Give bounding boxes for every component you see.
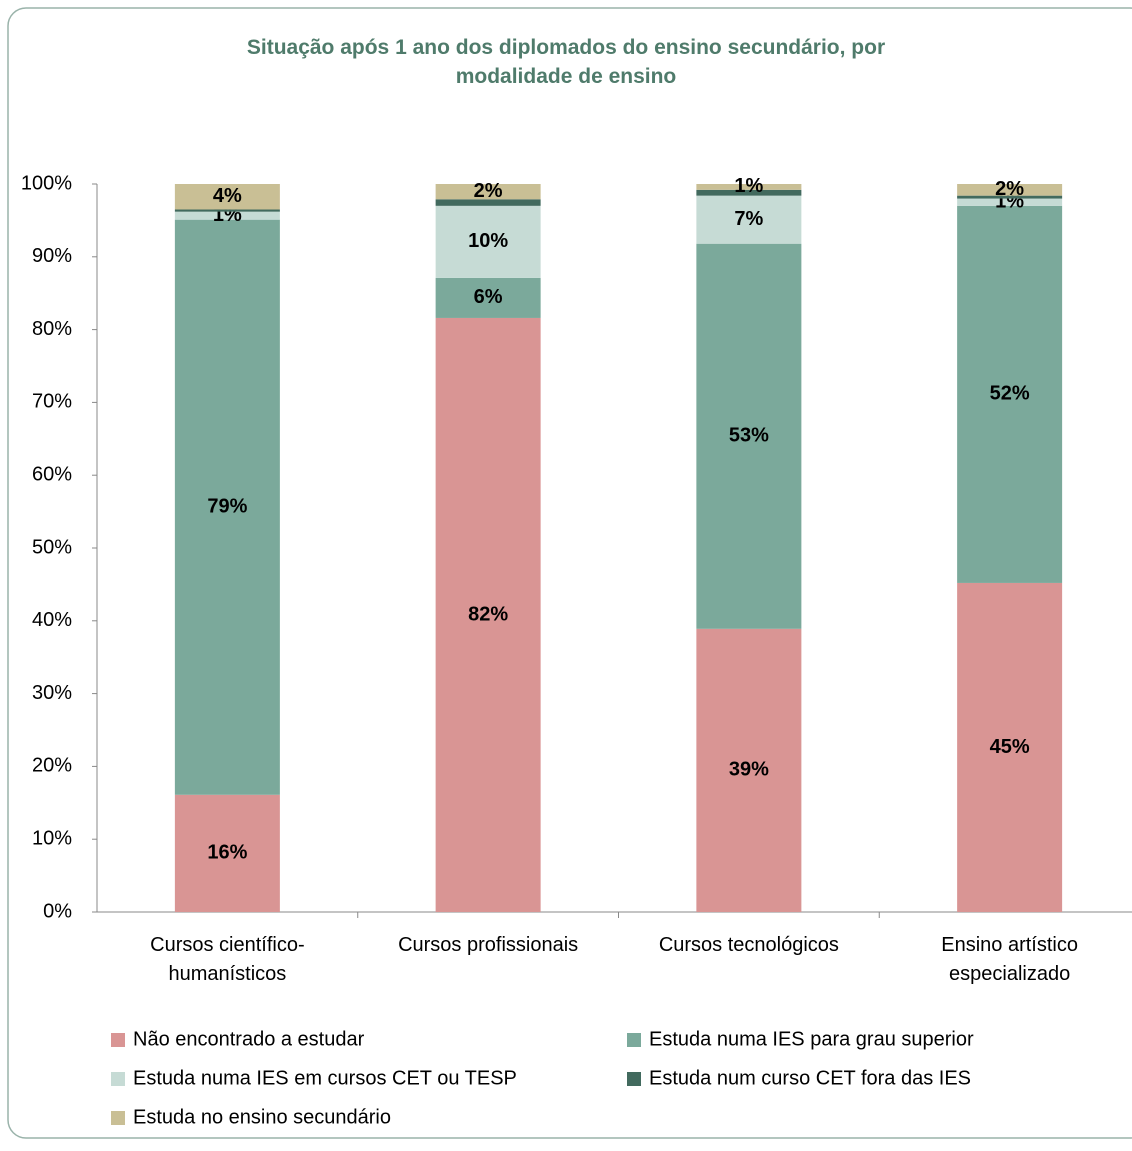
y-tick-label: 100%	[21, 172, 72, 194]
y-tick-label: 40%	[32, 609, 72, 631]
legend-label: Estuda num curso CET fora das IES	[649, 1067, 971, 1089]
bar-segment	[435, 184, 541, 200]
data-label: 2%	[474, 180, 503, 202]
bar-segment	[696, 628, 802, 912]
bar-segment	[957, 582, 1063, 912]
legend-label: Estuda no ensino secundário	[133, 1106, 391, 1128]
legend-label: Estuda numa IES para grau superior	[649, 1028, 974, 1050]
legend-swatch	[111, 1111, 125, 1125]
data-label: 79%	[207, 496, 247, 518]
bar-segment	[174, 209, 280, 212]
bar-segment	[174, 184, 280, 210]
y-tick-label: 30%	[32, 682, 72, 704]
bar-segment	[435, 205, 541, 278]
bar-segment	[174, 794, 280, 912]
bar-segment	[696, 189, 802, 196]
bar-segment	[957, 205, 1063, 583]
chart-border	[7, 7, 1132, 1139]
bar-segment	[696, 195, 802, 244]
data-label: 1%	[734, 175, 763, 197]
legend-swatch	[111, 1072, 125, 1086]
y-tick-label: 80%	[32, 318, 72, 340]
bar-segment	[957, 195, 1063, 199]
data-label: 45%	[990, 736, 1030, 758]
data-label: 7%	[734, 208, 763, 230]
data-label: 53%	[729, 425, 769, 447]
bar-segment	[696, 243, 802, 629]
bar-segment	[435, 199, 541, 206]
data-label: 52%	[990, 383, 1030, 405]
data-label: 10%	[468, 230, 508, 252]
x-tick-label: Cursos tecnológicos	[659, 934, 839, 956]
data-label: 16%	[207, 842, 247, 864]
y-tick-label: 20%	[32, 755, 72, 777]
legend-swatch	[111, 1033, 125, 1047]
y-tick-label: 90%	[32, 245, 72, 267]
bar-segment	[696, 184, 802, 190]
x-tick-label: Cursos profissionais	[398, 934, 578, 956]
legend-label: Não encontrado a estudar	[133, 1028, 365, 1050]
y-tick-label: 10%	[32, 827, 72, 849]
data-label: 39%	[729, 759, 769, 781]
bar-segment	[435, 277, 541, 318]
bar-segment	[435, 317, 541, 912]
x-tick-label: Ensino artístico especializado	[941, 934, 1078, 985]
legend-label: Estuda numa IES em cursos CET ou TESP	[133, 1067, 517, 1089]
data-label: 2%	[995, 178, 1024, 200]
bar-segment	[957, 198, 1063, 206]
x-tick-label: Cursos científico-humanísticos	[150, 934, 305, 985]
chart-title: Situação após 1 ano dos diplomados do en…	[247, 36, 885, 88]
bar-segment	[174, 219, 280, 795]
data-label: 4%	[213, 185, 242, 207]
y-tick-label: 50%	[32, 536, 72, 558]
data-label: 82%	[468, 603, 508, 625]
bar-segment	[957, 184, 1063, 196]
bar-segment	[174, 211, 280, 220]
y-tick-label: 60%	[32, 463, 72, 485]
y-tick-label: 70%	[32, 391, 72, 413]
legend-swatch	[627, 1072, 641, 1086]
data-label: 6%	[474, 286, 503, 308]
legend-swatch	[627, 1033, 641, 1047]
y-tick-label: 0%	[43, 900, 72, 922]
